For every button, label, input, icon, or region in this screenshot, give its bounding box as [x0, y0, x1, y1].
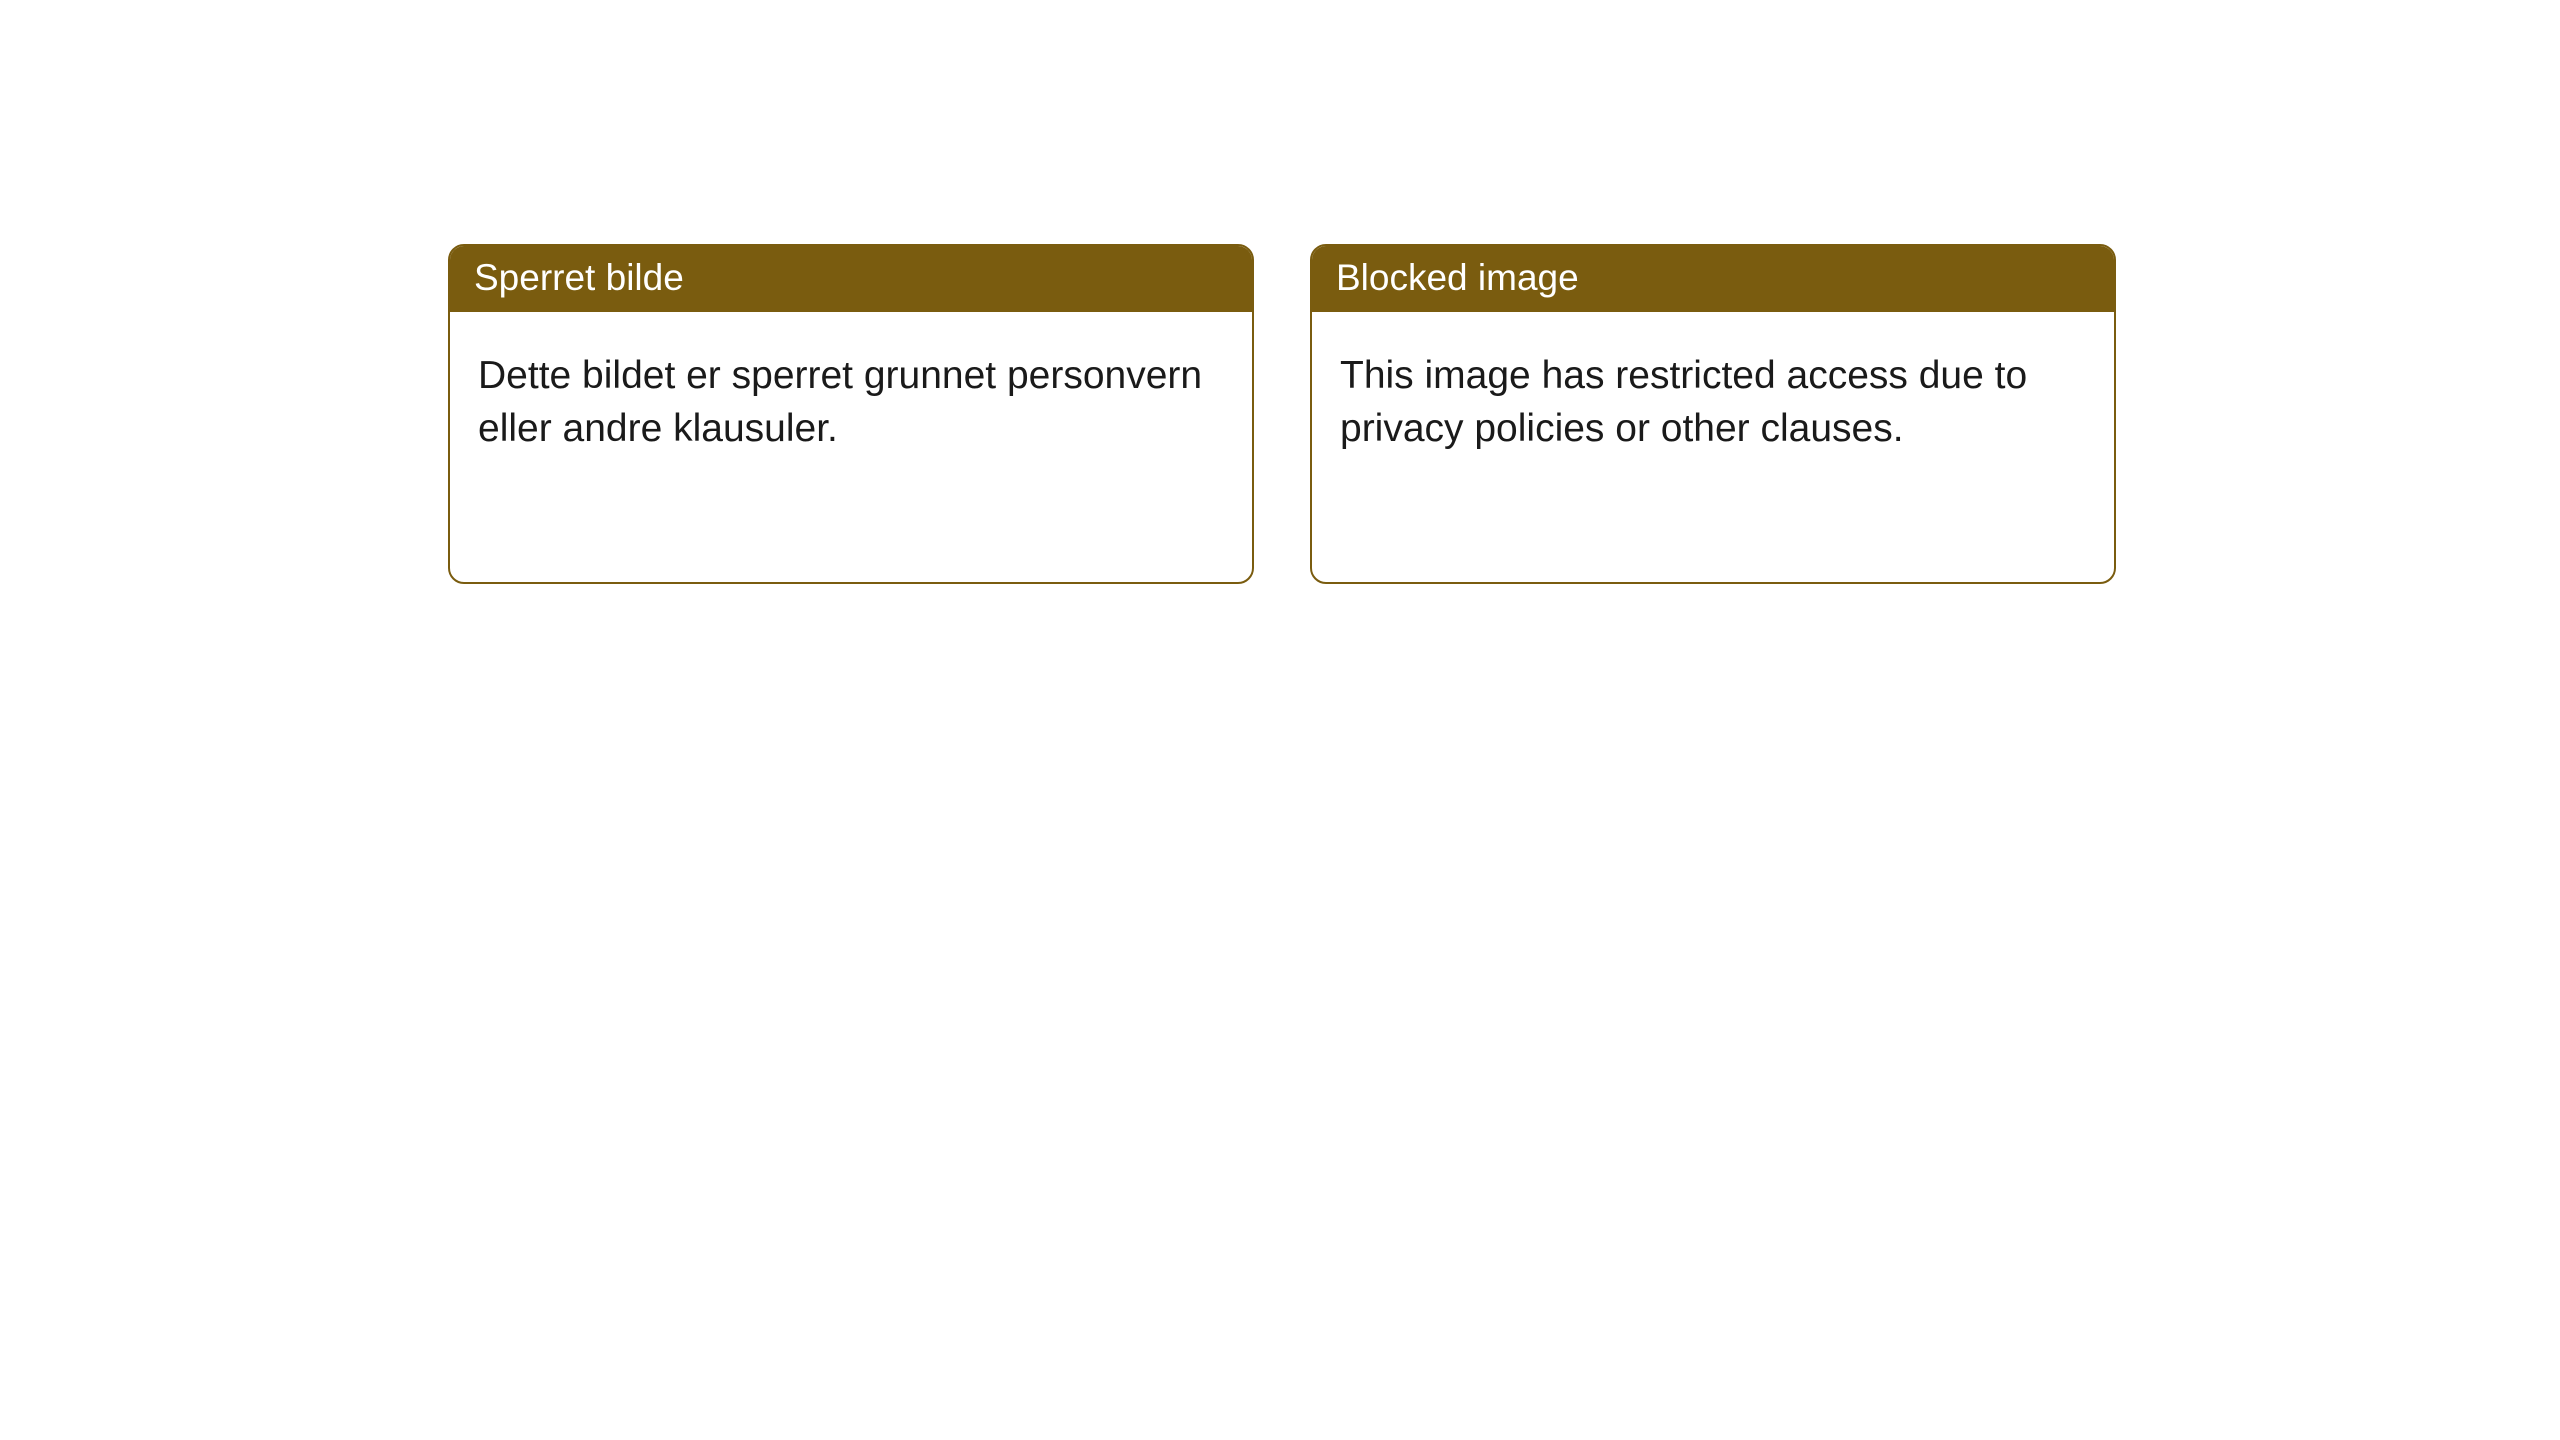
notice-body-no: Dette bildet er sperret grunnet personve…: [450, 312, 1252, 582]
notices-container: Sperret bilde Dette bildet er sperret gr…: [0, 0, 2560, 584]
notice-card-no: Sperret bilde Dette bildet er sperret gr…: [448, 244, 1254, 584]
notice-title-no: Sperret bilde: [450, 246, 1252, 312]
notice-card-en: Blocked image This image has restricted …: [1310, 244, 2116, 584]
notice-body-en: This image has restricted access due to …: [1312, 312, 2114, 582]
notice-title-en: Blocked image: [1312, 246, 2114, 312]
